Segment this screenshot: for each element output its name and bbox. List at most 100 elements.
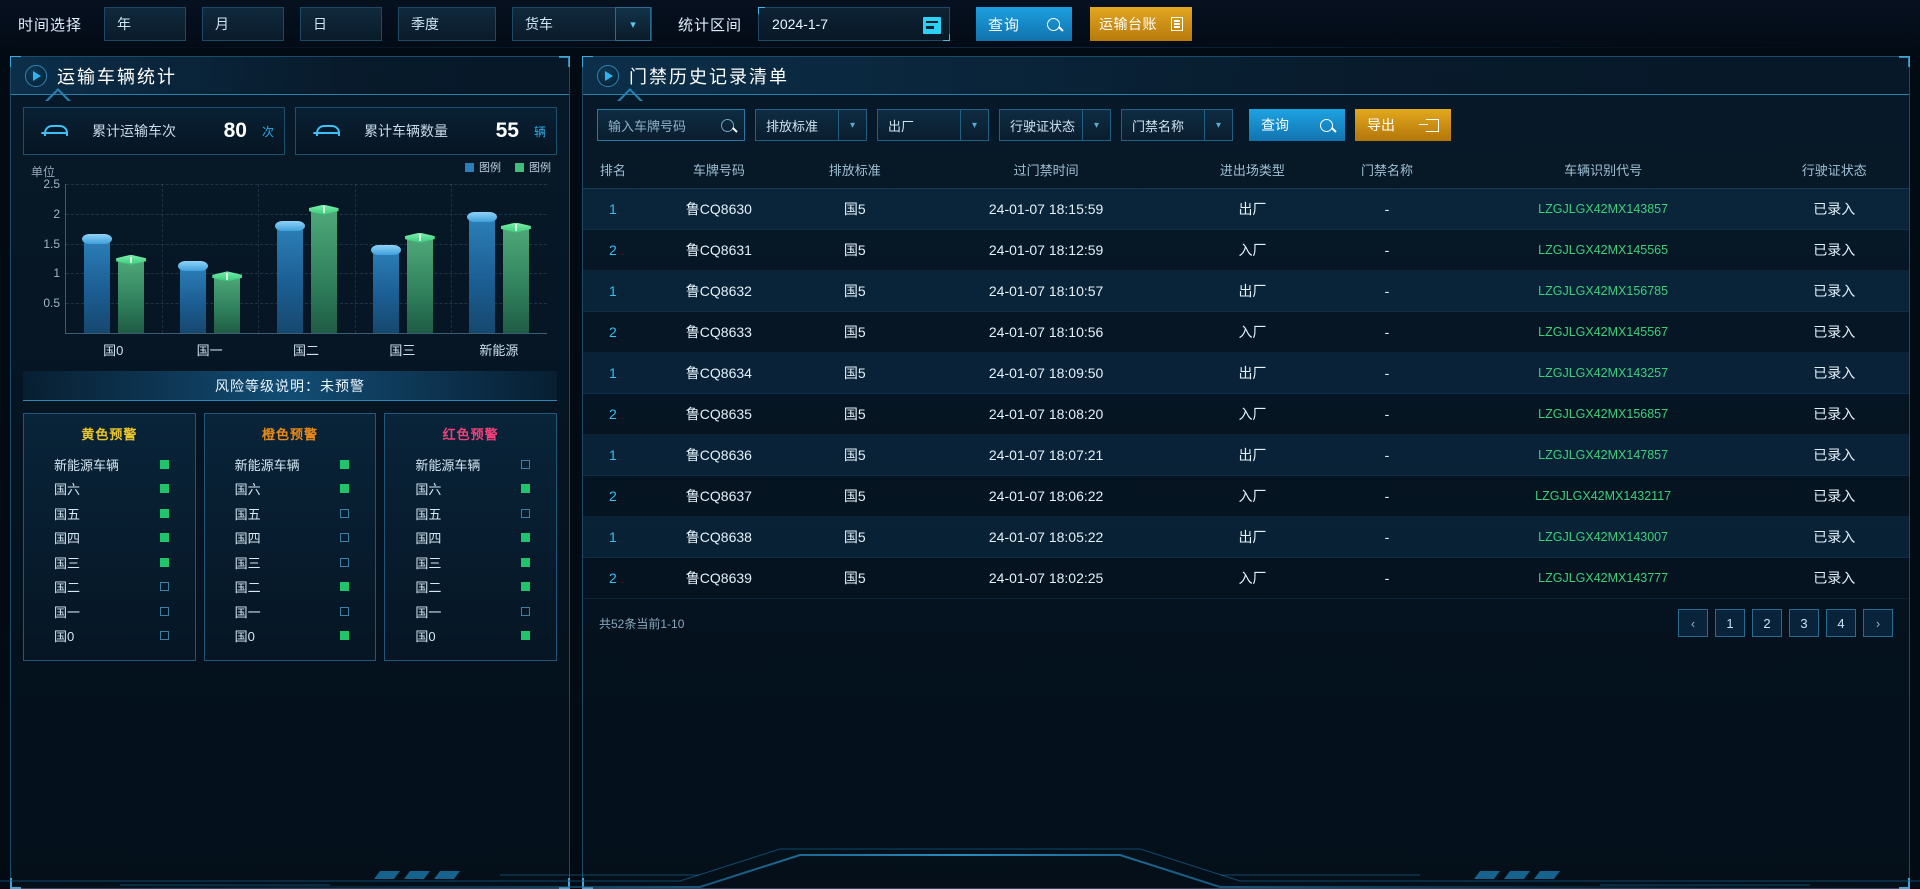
warning-item[interactable]: 国五 <box>205 501 376 526</box>
warning-item-checkbox[interactable] <box>521 459 531 469</box>
warning-item-checkbox[interactable] <box>340 557 350 567</box>
table-column-header[interactable]: 过门禁时间 <box>914 151 1178 189</box>
warning-item[interactable]: 国0 <box>24 624 195 649</box>
warning-item[interactable]: 国二 <box>205 575 376 600</box>
table-row[interactable]: 2 鲁CQ8631 国5 24-01-07 18:12:59 入厂 - LZGJLGX42M… <box>583 229 1909 271</box>
table-column-header[interactable]: 门禁名称 <box>1327 151 1447 189</box>
table-row[interactable]: 1 鲁CQ8638 国5 24-01-07 18:05:22 出厂 - LZGJLGX42M… <box>583 516 1909 558</box>
table-column-header[interactable]: 排放标准 <box>794 151 915 189</box>
chevron-down-icon[interactable]: ▾ <box>615 7 652 41</box>
warning-item[interactable]: 国一 <box>385 599 556 624</box>
search-icon[interactable] <box>721 118 734 132</box>
chart-bar[interactable] <box>370 244 401 333</box>
plate-search-input[interactable]: 输入车牌号码 <box>597 109 745 141</box>
table-row[interactable]: 1 鲁CQ8630 国5 24-01-07 18:15:59 出厂 - LZGJLGX42M… <box>583 188 1909 230</box>
warning-item[interactable]: 新能源车辆 <box>205 452 376 477</box>
warning-item-checkbox[interactable] <box>521 508 531 518</box>
chevron-down-icon[interactable]: ▾ <box>960 109 988 141</box>
warning-item-checkbox[interactable] <box>340 484 350 494</box>
chart-bar[interactable] <box>466 211 497 333</box>
chart-bar[interactable] <box>274 221 305 333</box>
warning-item-checkbox[interactable] <box>159 582 169 592</box>
table-column-header[interactable]: 行驶证状态 <box>1759 151 1909 189</box>
warning-item-checkbox[interactable] <box>159 459 169 469</box>
warning-item-checkbox[interactable] <box>340 533 350 543</box>
warning-item-checkbox[interactable] <box>521 606 531 616</box>
table-row[interactable]: 2 鲁CQ8633 国5 24-01-07 18:10:56 入厂 - LZGJLGX42M… <box>583 311 1909 353</box>
pagination-button[interactable]: 1 <box>1715 609 1745 637</box>
chart-bar[interactable] <box>116 254 147 333</box>
table-column-header[interactable]: 车牌号码 <box>642 151 795 189</box>
chart-bar[interactable] <box>82 234 113 333</box>
warning-item[interactable]: 国一 <box>24 599 195 624</box>
warning-item[interactable]: 国五 <box>24 501 195 526</box>
chart-bar[interactable] <box>178 260 209 333</box>
warning-item[interactable]: 国0 <box>385 624 556 649</box>
warning-item[interactable]: 国二 <box>385 575 556 600</box>
warning-item[interactable]: 国四 <box>24 526 195 551</box>
date-range-input[interactable]: 2024-1-7 <box>758 7 951 41</box>
chart-bar[interactable] <box>212 271 243 333</box>
table-row[interactable]: 1 鲁CQ8634 国5 24-01-07 18:09:50 出厂 - LZGJLGX42M… <box>583 352 1909 394</box>
chart-bar[interactable] <box>404 232 435 333</box>
table-row[interactable]: 1 鲁CQ8632 国5 24-01-07 18:10:57 出厂 - LZGJLGX42M… <box>583 270 1909 312</box>
emission-standard-select[interactable]: 排放标准 ▾ <box>755 109 867 141</box>
warning-item[interactable]: 国三 <box>385 550 556 575</box>
chart-legend-item[interactable]: 图例 <box>515 159 551 175</box>
period-button-year[interactable]: 年 <box>104 7 187 41</box>
warning-item[interactable]: 国一 <box>205 599 376 624</box>
chart-bar[interactable] <box>500 222 531 333</box>
pagination-button[interactable]: 4 <box>1826 609 1856 637</box>
warning-item-checkbox[interactable] <box>521 557 531 567</box>
warning-item[interactable]: 国二 <box>24 575 195 600</box>
factory-select[interactable]: 出厂 ▾ <box>877 109 989 141</box>
vehicle-type-select[interactable]: 货车 ▾ <box>512 7 653 41</box>
pagination-button[interactable]: 3 <box>1789 609 1819 637</box>
warning-item[interactable]: 国六 <box>385 477 556 502</box>
calendar-icon[interactable] <box>918 11 946 39</box>
warning-item-checkbox[interactable] <box>521 582 531 592</box>
warning-item[interactable]: 国五 <box>385 501 556 526</box>
warning-item[interactable]: 国三 <box>205 550 376 575</box>
table-row[interactable]: 2 鲁CQ8639 国5 24-01-07 18:02:25 入厂 - LZGJLGX42M… <box>583 557 1909 599</box>
pagination-button[interactable]: › <box>1863 609 1893 637</box>
warning-item-checkbox[interactable] <box>159 557 169 567</box>
warning-item[interactable]: 新能源车辆 <box>24 452 195 477</box>
warning-item[interactable]: 国0 <box>205 624 376 649</box>
pagination-button[interactable]: 2 <box>1752 609 1782 637</box>
warning-item-checkbox[interactable] <box>159 508 169 518</box>
transport-ledger-button[interactable]: 运输台账 <box>1090 7 1193 41</box>
chevron-down-icon[interactable]: ▾ <box>1082 109 1110 141</box>
pagination-button[interactable]: ‹ <box>1678 609 1708 637</box>
table-row[interactable]: 1 鲁CQ8636 国5 24-01-07 18:07:21 出厂 - LZGJLGX42M… <box>583 434 1909 476</box>
warning-item[interactable]: 新能源车辆 <box>385 452 556 477</box>
chevron-down-icon[interactable]: ▾ <box>838 109 866 141</box>
table-query-button[interactable]: 查询 <box>1249 109 1345 141</box>
warning-item[interactable]: 国四 <box>205 526 376 551</box>
period-button-quarter[interactable]: 季度 <box>398 7 497 41</box>
warning-item-checkbox[interactable] <box>340 459 350 469</box>
table-column-header[interactable]: 排名 <box>583 151 643 189</box>
table-column-header[interactable]: 车辆识别代号 <box>1446 151 1760 189</box>
warning-item-checkbox[interactable] <box>521 533 531 543</box>
warning-item-checkbox[interactable] <box>340 606 350 616</box>
table-column-header[interactable]: 进出场类型 <box>1177 151 1328 189</box>
table-row[interactable]: 2 鲁CQ8637 国5 24-01-07 18:06:22 入厂 - LZGJLGX42M… <box>583 475 1909 517</box>
warning-item-checkbox[interactable] <box>159 533 169 543</box>
chart-bar[interactable] <box>308 204 339 333</box>
warning-item-checkbox[interactable] <box>340 582 350 592</box>
warning-item[interactable]: 国三 <box>24 550 195 575</box>
warning-item-checkbox[interactable] <box>159 631 169 641</box>
warning-item-checkbox[interactable] <box>159 606 169 616</box>
warning-item-checkbox[interactable] <box>521 631 531 641</box>
warning-item[interactable]: 国六 <box>205 477 376 502</box>
period-button-month[interactable]: 月 <box>202 7 285 41</box>
query-button[interactable]: 查询 <box>976 7 1073 41</box>
warning-item[interactable]: 国四 <box>385 526 556 551</box>
warning-item-checkbox[interactable] <box>521 484 531 494</box>
warning-item-checkbox[interactable] <box>340 508 350 518</box>
warning-item[interactable]: 国六 <box>24 477 195 502</box>
warning-item-checkbox[interactable] <box>340 631 350 641</box>
warning-item-checkbox[interactable] <box>159 484 169 494</box>
chart-legend-item[interactable]: 图例 <box>465 159 501 175</box>
